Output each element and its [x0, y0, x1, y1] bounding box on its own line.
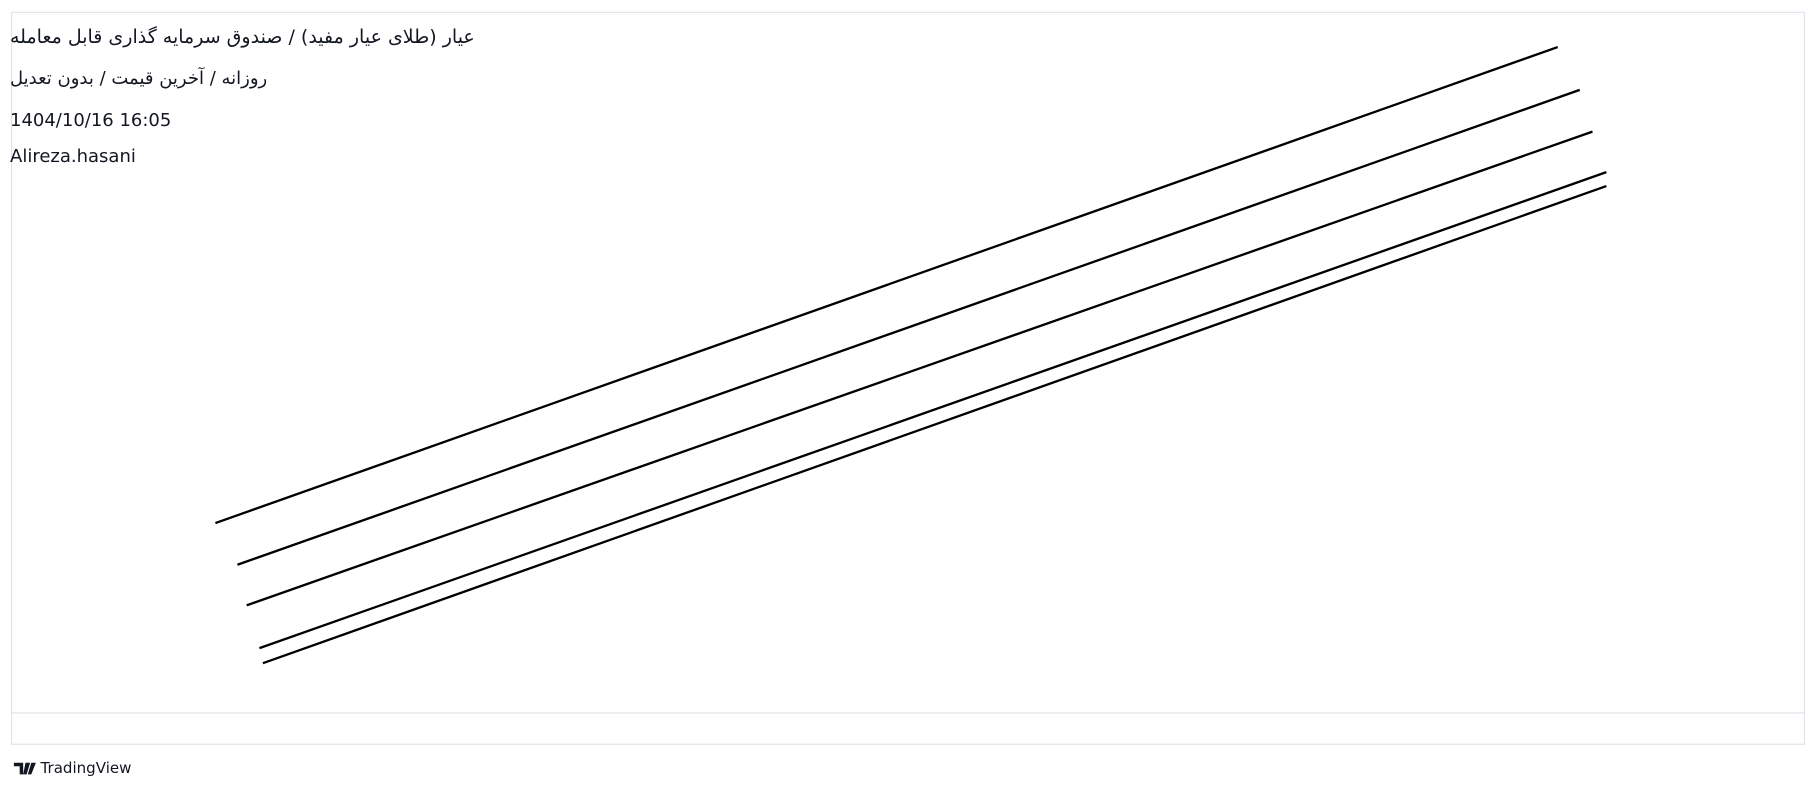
- trend-line: [262, 184, 1607, 665]
- brand: TradingView: [40, 759, 132, 777]
- trend-line: [237, 88, 1581, 566]
- trend-line: [246, 130, 1593, 607]
- trend-line: [259, 171, 1607, 650]
- timestamp: 1404/10/16 16:05: [10, 110, 172, 131]
- trend-lines: [215, 45, 1607, 665]
- chart-frame: [11, 11, 1805, 745]
- logo: TradingView: [13, 759, 132, 777]
- title: عیار (طلای عیار مفید) / صندوق سرمایه گذا…: [10, 26, 475, 48]
- author: Alireza.hasani: [10, 146, 136, 167]
- trend-line: [215, 45, 1559, 525]
- logo-icon: [13, 762, 36, 775]
- subtitle: روزانه / آخرین قیمت / بدون تعدیل: [10, 68, 268, 89]
